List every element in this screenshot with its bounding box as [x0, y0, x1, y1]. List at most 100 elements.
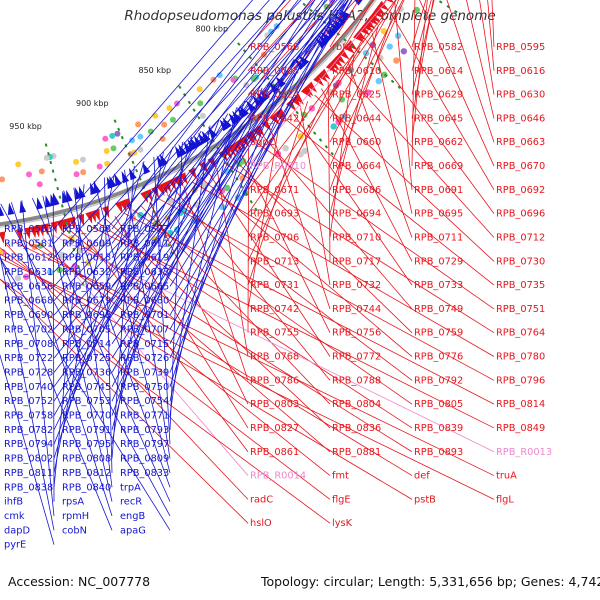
cog-block — [46, 268, 54, 276]
gene-label: RPB_0838 — [4, 482, 53, 493]
label-connector — [411, 0, 428, 143]
gene-label: RPB_0612 — [4, 253, 53, 264]
gene-label: RPB_0631 — [4, 267, 53, 278]
label-connector — [53, 173, 115, 473]
label-connector — [53, 0, 328, 302]
gene-label: RPB_0664 — [332, 161, 381, 172]
cog-block — [166, 104, 173, 111]
gene-label: RPB_0695 — [414, 209, 463, 220]
label-connector — [341, 68, 495, 238]
gene-label: RPB_0729 — [414, 256, 463, 267]
label-connector — [293, 113, 413, 286]
gene-label: RPB_0814 — [496, 399, 545, 410]
gene-label: RPB_0772 — [332, 352, 381, 363]
label-connector — [247, 0, 357, 119]
cog-block — [38, 168, 45, 175]
gene-label: radC — [250, 494, 273, 505]
cog-block — [159, 135, 166, 142]
gene-label: RPB_0744 — [332, 304, 381, 315]
gene-label: RPB_0802 — [4, 454, 53, 465]
scale-tick — [297, 0, 404, 91]
forward-gene — [374, 5, 386, 16]
cog-block — [129, 137, 136, 144]
forward-gene — [361, 21, 374, 32]
gene-label: engB — [120, 511, 145, 522]
label-connector — [53, 131, 202, 431]
cog-block — [23, 273, 30, 280]
label-connector — [105, 219, 331, 429]
gene-label: RPB_0613 — [62, 253, 111, 264]
label-connector — [42, 236, 249, 476]
cog-block — [152, 112, 159, 119]
gene-label: rpsA — [62, 497, 84, 508]
cog-block — [250, 76, 257, 83]
label-connector — [111, 80, 271, 388]
cog-block — [223, 184, 231, 192]
label-connector — [169, 0, 316, 230]
gene-label: RPB_0754 — [120, 396, 169, 407]
label-connector — [365, 40, 495, 214]
label-connector — [247, 0, 336, 95]
gene-label: RPB_0840 — [62, 482, 111, 493]
gene-label: RPB_0595 — [496, 42, 545, 53]
scale-tick — [178, 85, 260, 214]
gene-label: RPB_0713 — [250, 256, 299, 267]
gene-label: RPB_0740 — [4, 382, 53, 393]
gene-label: RPB_0768 — [250, 352, 299, 363]
cog-block — [243, 82, 250, 89]
gene-label: RPB_0614 — [414, 66, 463, 77]
gene-label: RPB_0751 — [496, 304, 545, 315]
label-connector — [314, 94, 495, 262]
gene-label: RPB_0804 — [332, 399, 381, 410]
label-connector — [0, 247, 331, 500]
label-connector — [169, 20, 332, 344]
gene-label: RPB_0728 — [4, 367, 53, 378]
gene-label: RPB_0731 — [250, 280, 299, 291]
label-connector — [411, 0, 432, 71]
label-connector — [69, 229, 331, 453]
gene-label: RPB_0797 — [120, 439, 169, 450]
cog-block — [135, 121, 142, 128]
scale-label: 850 kbp — [139, 66, 172, 75]
cog-block — [26, 171, 33, 178]
gene-label: RPB_0755 — [250, 328, 299, 339]
label-connector — [169, 125, 211, 416]
label-connector — [53, 0, 316, 287]
gene-label: RPB_0753 — [62, 396, 111, 407]
label-connector — [111, 0, 312, 258]
gene-label: RPB_0696 — [496, 209, 545, 220]
label-connector — [53, 0, 254, 230]
label-connector — [411, 0, 416, 167]
reverse-gene — [335, 15, 347, 26]
forward-gene — [273, 110, 284, 122]
reverse-gene — [324, 27, 336, 39]
label-connector — [14, 241, 495, 476]
gene-label: pyrE — [4, 540, 26, 551]
cog-block — [199, 112, 206, 119]
reverse-gene — [252, 95, 263, 108]
gene-label: RPB_0568 — [62, 224, 111, 235]
gene-label: RPB_0691 — [414, 185, 463, 196]
label-connector — [96, 221, 413, 429]
cog-block — [137, 133, 144, 140]
label-connector — [247, 0, 397, 191]
cog-block — [147, 128, 154, 135]
label-connector — [389, 10, 495, 191]
cog-block — [169, 116, 176, 123]
label-connector — [347, 61, 413, 238]
gene-label: RPB_0566 — [250, 42, 299, 53]
label-connector — [479, 0, 495, 95]
label-connector — [158, 198, 495, 381]
gene-label: RPB_0660 — [332, 137, 381, 148]
gene-label: pstB — [414, 494, 436, 505]
label-connector — [111, 100, 246, 402]
gene-label: RPB_0710 — [332, 232, 381, 243]
gene-label: RPB_0670 — [496, 161, 545, 172]
gene-label: RPB_0791 — [62, 425, 111, 436]
label-connector — [169, 87, 263, 387]
label-connector — [491, 0, 495, 48]
gene-label: RPB_0708 — [4, 339, 53, 350]
gene-label: truA — [496, 471, 517, 482]
gene-label: RPB_0736 — [62, 367, 111, 378]
gene-label: RPB_0833 — [120, 468, 169, 479]
